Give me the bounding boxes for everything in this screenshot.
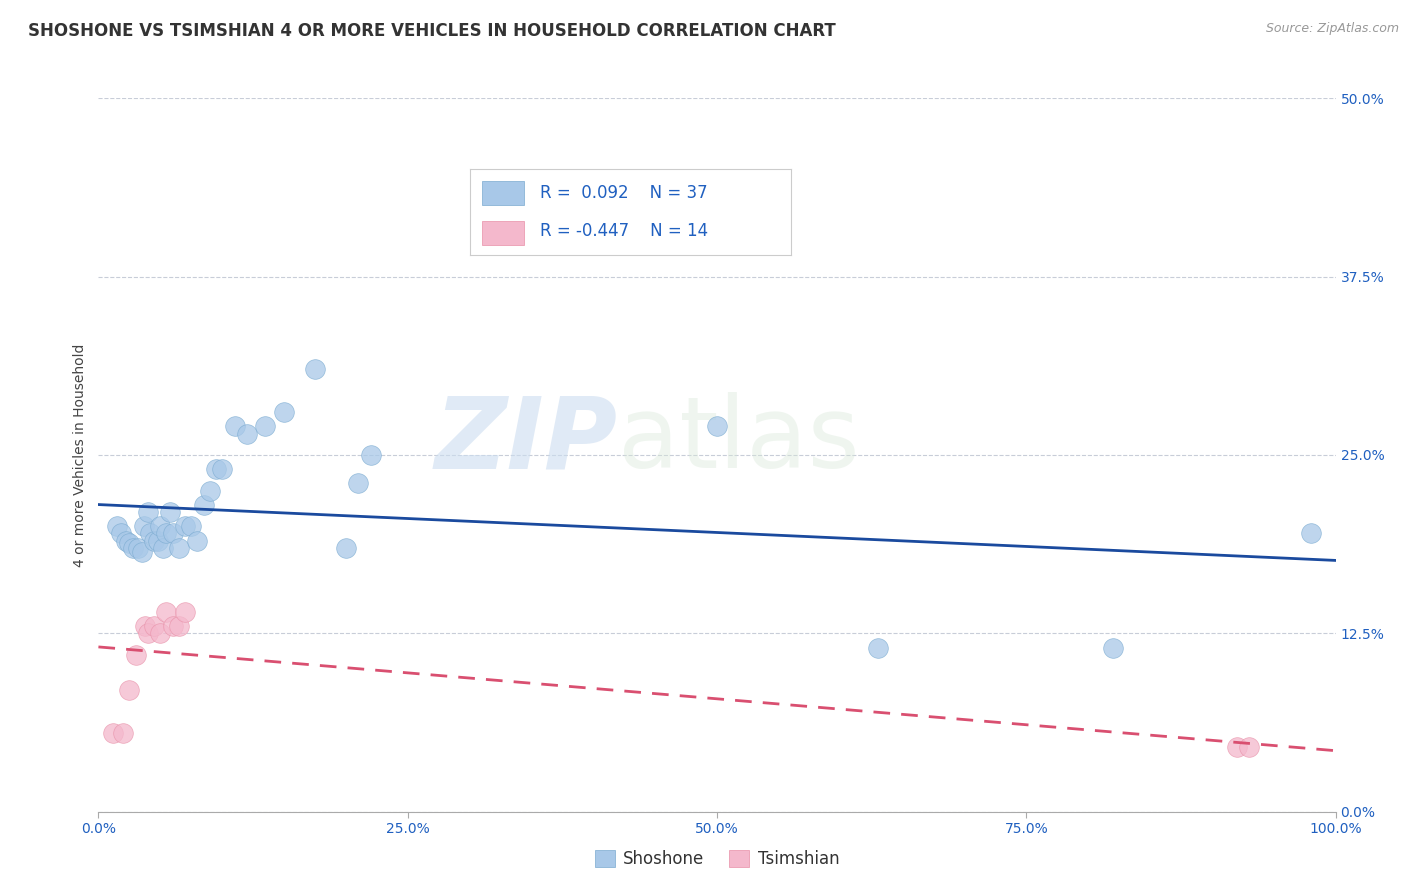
Point: [122, 541, 145, 555]
Point: [1299, 526, 1322, 541]
Point: [706, 419, 728, 434]
Point: [143, 533, 166, 548]
Point: [136, 505, 159, 519]
Text: SHOSHONE VS TSIMSHIAN 4 OR MORE VEHICLES IN HOUSEHOLD CORRELATION CHART: SHOSHONE VS TSIMSHIAN 4 OR MORE VEHICLES…: [28, 22, 837, 40]
Point: [193, 498, 215, 512]
Point: [149, 519, 172, 533]
Point: [335, 541, 357, 555]
Point: [124, 648, 146, 662]
Point: [118, 536, 141, 550]
Point: [304, 362, 326, 376]
Point: [143, 619, 166, 633]
Point: [162, 526, 184, 541]
Point: [236, 426, 259, 441]
Point: [114, 533, 136, 548]
Point: [134, 519, 156, 533]
Point: [180, 519, 202, 533]
Point: [360, 448, 382, 462]
Text: R =  0.092    N = 37: R = 0.092 N = 37: [540, 184, 709, 202]
Point: [103, 726, 125, 740]
Text: R = -0.447    N = 14: R = -0.447 N = 14: [540, 222, 709, 240]
Point: [167, 619, 190, 633]
Bar: [482, 181, 524, 205]
Point: [254, 419, 277, 434]
Point: [105, 519, 128, 533]
Point: [134, 619, 156, 633]
Text: Source: ZipAtlas.com: Source: ZipAtlas.com: [1265, 22, 1399, 36]
Point: [118, 683, 141, 698]
Point: [347, 476, 370, 491]
Point: [131, 545, 153, 559]
Text: ZIP: ZIP: [434, 392, 619, 489]
Point: [1237, 740, 1260, 755]
Point: [205, 462, 228, 476]
Bar: [482, 221, 524, 244]
Point: [139, 526, 162, 541]
Point: [112, 726, 135, 740]
Point: [167, 541, 190, 555]
Point: [174, 519, 197, 533]
Point: [1226, 740, 1249, 755]
Point: [224, 419, 246, 434]
Point: [1102, 640, 1125, 655]
Point: [211, 462, 233, 476]
Text: atlas: atlas: [619, 392, 859, 489]
Point: [149, 626, 172, 640]
Point: [186, 533, 208, 548]
Point: [146, 533, 169, 548]
Point: [155, 526, 177, 541]
Point: [110, 526, 132, 541]
Legend: Shoshone, Tsimshian: Shoshone, Tsimshian: [588, 843, 846, 875]
Point: [198, 483, 221, 498]
Point: [174, 605, 197, 619]
Point: [273, 405, 295, 419]
Point: [155, 605, 177, 619]
Point: [162, 619, 184, 633]
Point: [152, 541, 174, 555]
Point: [866, 640, 889, 655]
Point: [127, 541, 149, 555]
Point: [159, 505, 181, 519]
Y-axis label: 4 or more Vehicles in Household: 4 or more Vehicles in Household: [73, 343, 87, 566]
Point: [136, 626, 159, 640]
